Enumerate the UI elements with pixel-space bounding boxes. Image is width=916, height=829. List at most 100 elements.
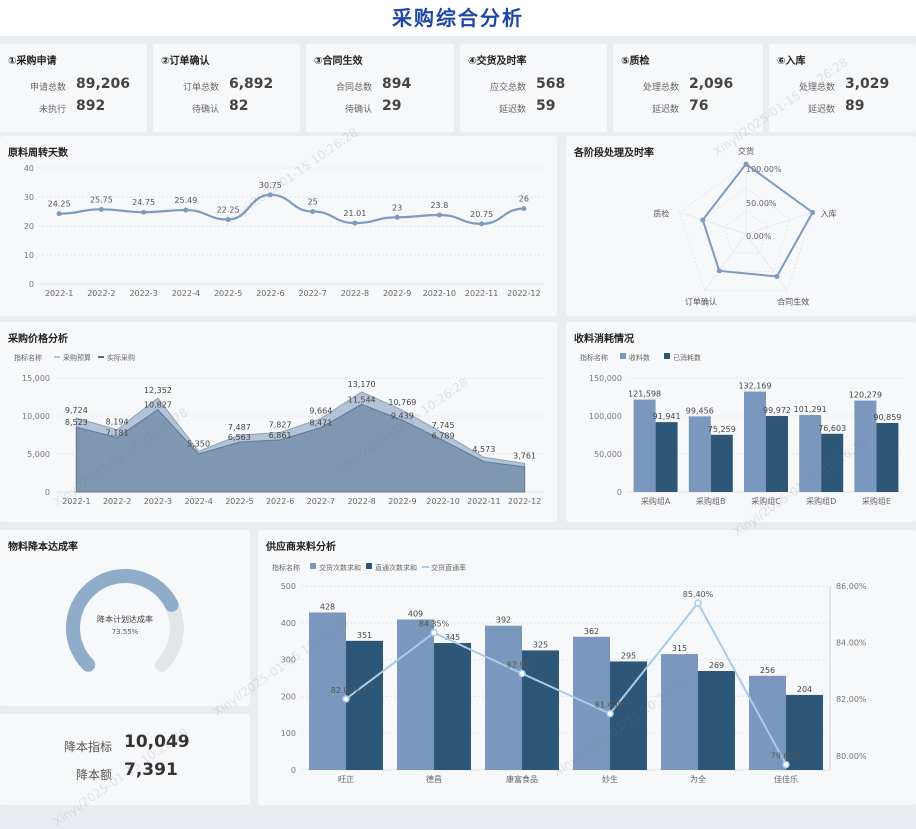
bar — [573, 636, 610, 770]
x-tick-label: 2022-2 — [87, 289, 115, 298]
radar-ring-label: 50.00% — [746, 199, 777, 208]
x-tick-label: 2022-12 — [507, 289, 540, 298]
data-label: 132,169 — [738, 382, 771, 391]
kpi-value: 2,096 — [689, 76, 734, 92]
kpi-card: ③合同生效 合同总数 894 待确认 29 — [306, 44, 454, 132]
x-tick-label: 采购组A — [641, 496, 671, 506]
legend-label: 直通次数求和 — [375, 563, 417, 572]
data-label: 9,724 — [65, 406, 88, 415]
y-tick-label: 400 — [281, 619, 296, 628]
x-tick-label: 康富食品 — [506, 774, 538, 784]
y2-tick-label: 86.00% — [836, 582, 867, 591]
x-tick-label: 2022-7 — [307, 497, 335, 506]
reduction-target-label: 降本指标 — [63, 740, 112, 754]
bar — [610, 661, 647, 770]
kpi-value: 894 — [382, 76, 412, 92]
kpi-label: 处理总数 — [642, 83, 679, 93]
stage-title: 各阶段处理及时率 — [574, 148, 654, 159]
data-label: 10,769 — [388, 398, 416, 407]
y-tick-label: 20 — [24, 222, 34, 231]
radar-point — [700, 217, 706, 223]
data-label: 7,181 — [106, 428, 129, 437]
y-tick-label: 150,000 — [589, 374, 622, 383]
x-tick-label: 2022-5 — [225, 497, 253, 506]
y-tick-label: 15,000 — [22, 374, 50, 383]
kpi-card: ④交货及时率 应交总数 568 延迟数 59 — [460, 44, 607, 132]
y-tick-label: 500 — [281, 582, 296, 591]
kpi-title: ④交货及时率 — [468, 56, 527, 67]
legend-swatch — [620, 353, 626, 359]
data-point — [310, 209, 316, 214]
y-tick-label: 5,000 — [27, 450, 50, 459]
kpi-value: 6,892 — [229, 76, 274, 92]
y2-tick-label: 84.00% — [836, 639, 867, 648]
data-label: 345 — [445, 633, 460, 642]
x-tick-label: 2022-7 — [298, 289, 326, 298]
data-label: 25.49 — [174, 196, 197, 205]
x-tick-label: 德昌 — [426, 774, 442, 784]
legend-title: 指标名称 — [14, 353, 42, 362]
data-point — [352, 220, 358, 226]
radar-ring — [701, 187, 791, 272]
data-point — [141, 209, 147, 215]
radar-point — [716, 268, 722, 274]
radar-axis-label: 合同生效 — [777, 297, 809, 307]
kpi-value: 3,029 — [845, 76, 890, 92]
kpi-title: ①采购申请 — [8, 56, 57, 67]
data-point — [394, 214, 400, 220]
data-point — [267, 192, 273, 198]
data-label: 5,350 — [187, 439, 210, 448]
data-label: 315 — [672, 644, 687, 653]
data-label: 26 — [519, 195, 529, 204]
receipt-panel: 收料消耗情况 指标名称 收料数 已消耗数 0 50,000 100,000 150,000 采… — [566, 322, 916, 522]
x-tick-label: 2022-6 — [266, 497, 294, 506]
kpi-title: ⑤质检 — [621, 56, 650, 67]
data-label: 13,170 — [348, 380, 376, 389]
y-tick-label: 50,000 — [594, 450, 622, 459]
legend-swatch — [310, 563, 316, 569]
x-tick-label: 2022-1 — [62, 497, 90, 506]
kpi-label: 未执行 — [38, 105, 66, 115]
x-tick-label: 为全 — [690, 774, 706, 784]
data-label: 81.49% — [595, 701, 626, 710]
y-tick-label: 0 — [45, 488, 50, 497]
x-tick-label: 妙生 — [602, 774, 618, 784]
bar — [397, 619, 434, 770]
y-tick-label: 10,000 — [22, 412, 50, 421]
y-tick-label: 30 — [24, 193, 34, 202]
y2-tick-label: 82.00% — [836, 695, 867, 704]
reduction-target-value: 10,049 — [124, 732, 190, 752]
data-label: 75,259 — [708, 425, 736, 434]
kpi-value: 59 — [536, 98, 556, 114]
data-label: 256 — [760, 666, 775, 675]
supplier-title: 供应商来料分析 — [266, 542, 336, 553]
x-tick-label: 2022-9 — [383, 289, 411, 298]
x-tick-label: 2022-11 — [465, 289, 498, 298]
radar-axis-label: 订单确认 — [685, 297, 717, 307]
data-point — [521, 206, 527, 212]
data-label: 101,291 — [794, 405, 827, 414]
kpi-label: 申请总数 — [29, 83, 66, 93]
x-tick-label: 2022-10 — [423, 289, 456, 298]
x-tick-label: 2022-10 — [426, 497, 459, 506]
turnover-chart: 0 10 20 30 40 2022-1 2022-2 2022-3 2022-4 2022-5 2… — [24, 164, 545, 298]
data-label: 9,439 — [391, 411, 414, 420]
legend-title: 指标名称 — [272, 563, 300, 572]
radar-axis-label: 质检 — [653, 208, 669, 218]
kpi-value: 568 — [536, 76, 566, 92]
radar-axis-label: 入库 — [821, 208, 837, 218]
series-line — [59, 193, 524, 225]
y-tick-label: 100,000 — [589, 412, 622, 421]
kpi-label: 延迟数 — [807, 105, 835, 115]
data-label: 10,827 — [144, 401, 172, 410]
bar — [655, 422, 678, 492]
legend-label: 已消耗数 — [673, 353, 701, 362]
x-tick-label: 2022-3 — [144, 497, 172, 506]
x-tick-label: 采购组E — [862, 496, 891, 506]
data-point — [436, 212, 442, 218]
y2-tick-label: 80.00% — [836, 752, 867, 761]
y-tick-label: 0 — [617, 488, 622, 497]
data-label: 30.75 — [259, 181, 282, 190]
kpi-card: ⑥入库 处理总数 3,029 延迟数 89 — [769, 44, 916, 132]
data-label: 24.25 — [48, 200, 71, 209]
